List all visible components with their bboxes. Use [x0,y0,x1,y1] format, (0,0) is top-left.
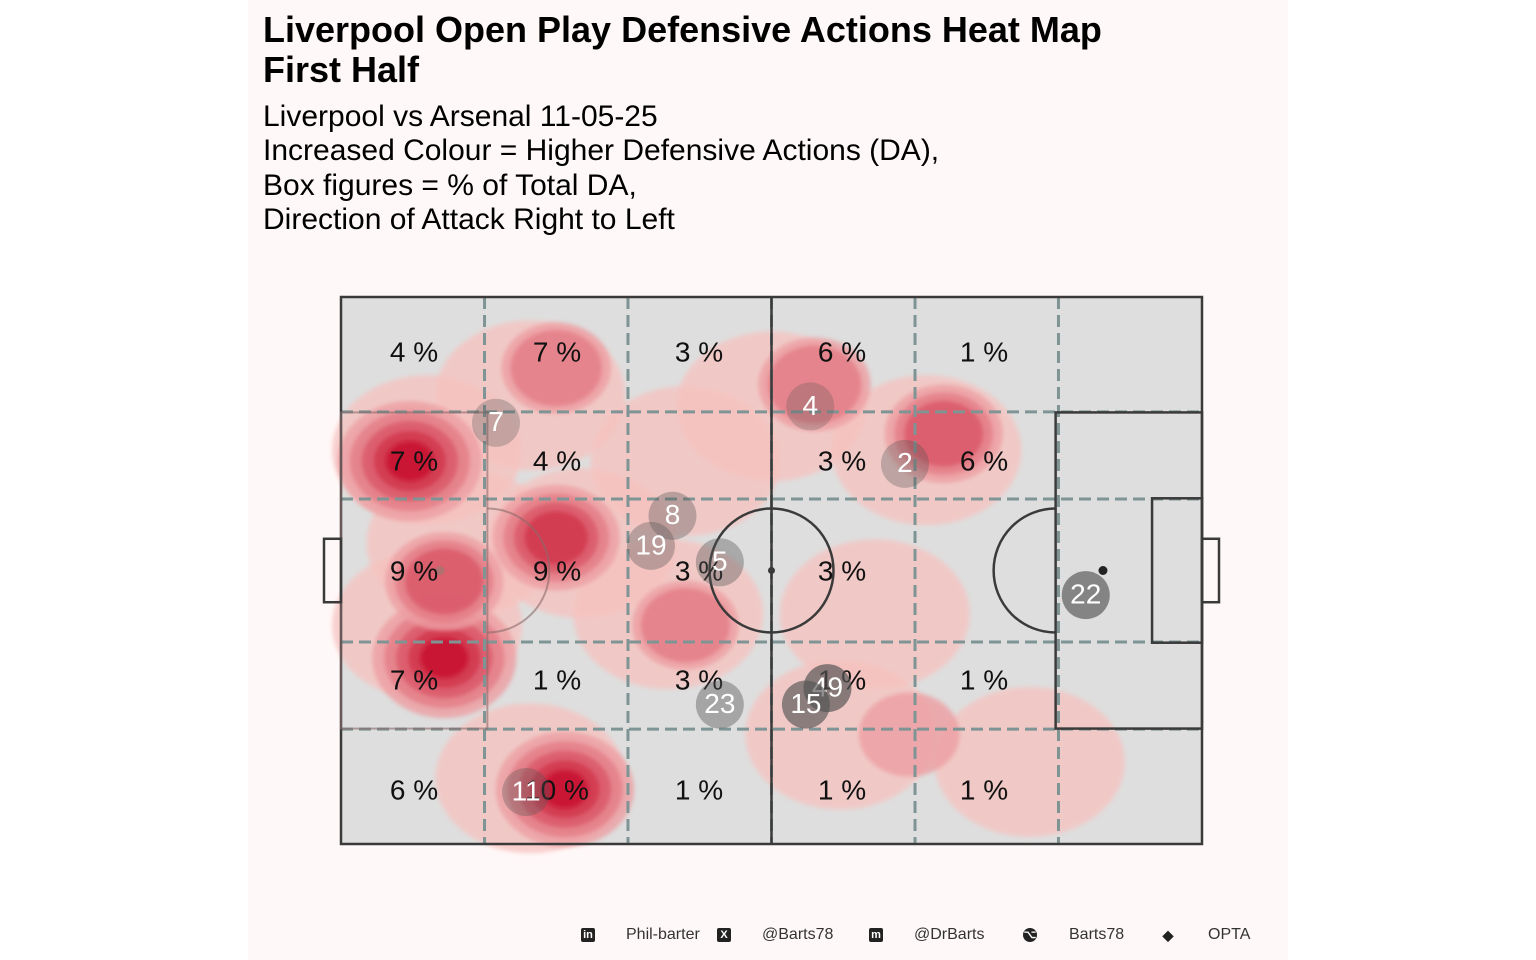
heat-peak-2-level-4 [541,770,588,809]
player-number-11: 11 [512,775,541,806]
zone-percentage-r1-c4: 6 % [960,445,1008,476]
zone-percentage-r3-c0: 7 % [390,664,438,695]
subtitle-colour-note: Increased Colour = Higher Defensive Acti… [263,134,940,167]
centre-spot [768,567,775,574]
heat-peak-5-level-1 [767,345,862,424]
heat-peak-6-level-1 [510,330,602,407]
player-dot-23 [695,680,744,729]
chart-title-line2: First Half [263,49,420,90]
mastodon-icon[interactable]: m [869,928,883,942]
zone-percentage-r1-c3: 3 % [818,445,866,476]
heat-peak-8-level-1 [641,588,730,663]
player-number-4: 4 [802,390,818,421]
zone-percentage-r4-c4: 1 % [960,774,1008,805]
right-goal [1200,537,1221,604]
footer-x-handle[interactable]: @Barts78 [762,926,834,943]
zone-percentage-r4-c3: 1 % [818,774,866,805]
player-number-2: 2 [897,447,913,478]
player-dot-11 [502,768,551,817]
zone-percentage-r0-c4: 1 % [960,336,1008,367]
player-number-19: 19 [635,529,666,560]
left-penalty-arc [487,507,551,634]
player-dot-5 [695,538,744,587]
linkedin-icon[interactable]: in [581,928,595,942]
right-penalty-spot [1098,566,1108,575]
right-penalty-arc [992,507,1056,634]
heat-peak-0-level-4 [385,441,434,482]
subtitle-direction-note: Direction of Attack Right to Left [263,203,675,236]
heat-peak-4-level-2 [904,400,984,467]
player-number-5: 5 [712,546,728,577]
heat-peak-9-level-0 [858,692,960,777]
zone-percentage-r4-c0: 6 % [390,774,438,805]
heat-peak-7-level-2 [404,548,484,615]
player-number-7: 7 [488,406,504,437]
heat-peak-3-level-3 [524,511,588,565]
zone-percentage-r3-c2: 3 % [675,664,723,695]
heat-base-12 [779,539,970,690]
heat-base-9 [934,686,1125,837]
zone-percentage-r3-c4: 1 % [960,664,1008,695]
chart-title: Liverpool Open Play Defensive Actions He… [263,9,1102,50]
left-goal [322,537,343,604]
footer-mastodon-handle[interactable]: @DrBarts [914,926,985,943]
zone-percentage-r1-c1: 4 % [533,445,581,476]
zone-percentage-r2-c1: 9 % [533,555,581,586]
player-number-8: 8 [665,499,681,530]
heat-peak-1-level-4 [420,638,469,679]
zone-percentage-r0-c1: 7 % [533,336,581,367]
x-twitter-icon[interactable]: X [717,928,731,942]
zone-percentage-r0-c0: 4 % [390,336,438,367]
centre-circle [708,507,835,634]
zone-percentage-r3-c1: 1 % [533,664,581,695]
player-number-22: 22 [1070,579,1101,610]
player-dot-4 [786,382,835,431]
subtitle-match: Liverpool vs Arsenal 11-05-25 [263,100,658,133]
footer-data-source[interactable]: OPTA [1208,926,1251,943]
zone-percentage-r2-c0: 9 % [390,555,438,586]
player-number-23: 23 [704,688,735,719]
left-penalty-spot [435,566,445,575]
subtitle-box-note: Box figures = % of Total DA, [263,169,637,202]
player-number-15: 15 [790,688,821,719]
player-dot-8 [648,491,697,540]
zone-percentage-labels: 4 % 7 % 3 % 6 % 1 % 7 % 4 % 3 % 6 % 9 % 9 % 3 % 3 % 7… [390,336,1008,805]
zone-percentage-r0-c3: 6 % [818,336,866,367]
github-icon[interactable]: ⌥ [1023,928,1037,942]
footer-credits: in Phil-barter X @Barts78 m @DrBarts ⌥ B… [0,924,1536,948]
zone-percentage-r2-c3: 3 % [818,555,866,586]
zone-percentage-r4-c2: 1 % [675,774,723,805]
player-dot-15 [781,680,830,729]
zone-percentage-r2-c2: 3 % [675,555,723,586]
footer-linkedin-handle[interactable]: Phil-barter [626,926,700,943]
zone-percentage-r4-c1: 10 % [525,774,589,805]
pitch-markings [322,295,1221,846]
zone-percentage-r1-c0: 7 % [390,445,438,476]
zone-percentage-r0-c2: 3 % [675,336,723,367]
dropbox-icon[interactable]: ◆ [1162,927,1174,943]
player-dot-7 [471,398,520,447]
player-dot-2 [880,439,929,488]
player-dot-22 [1061,571,1110,620]
footer-github-handle[interactable]: Barts78 [1069,926,1125,943]
player-dot-19 [626,521,675,570]
